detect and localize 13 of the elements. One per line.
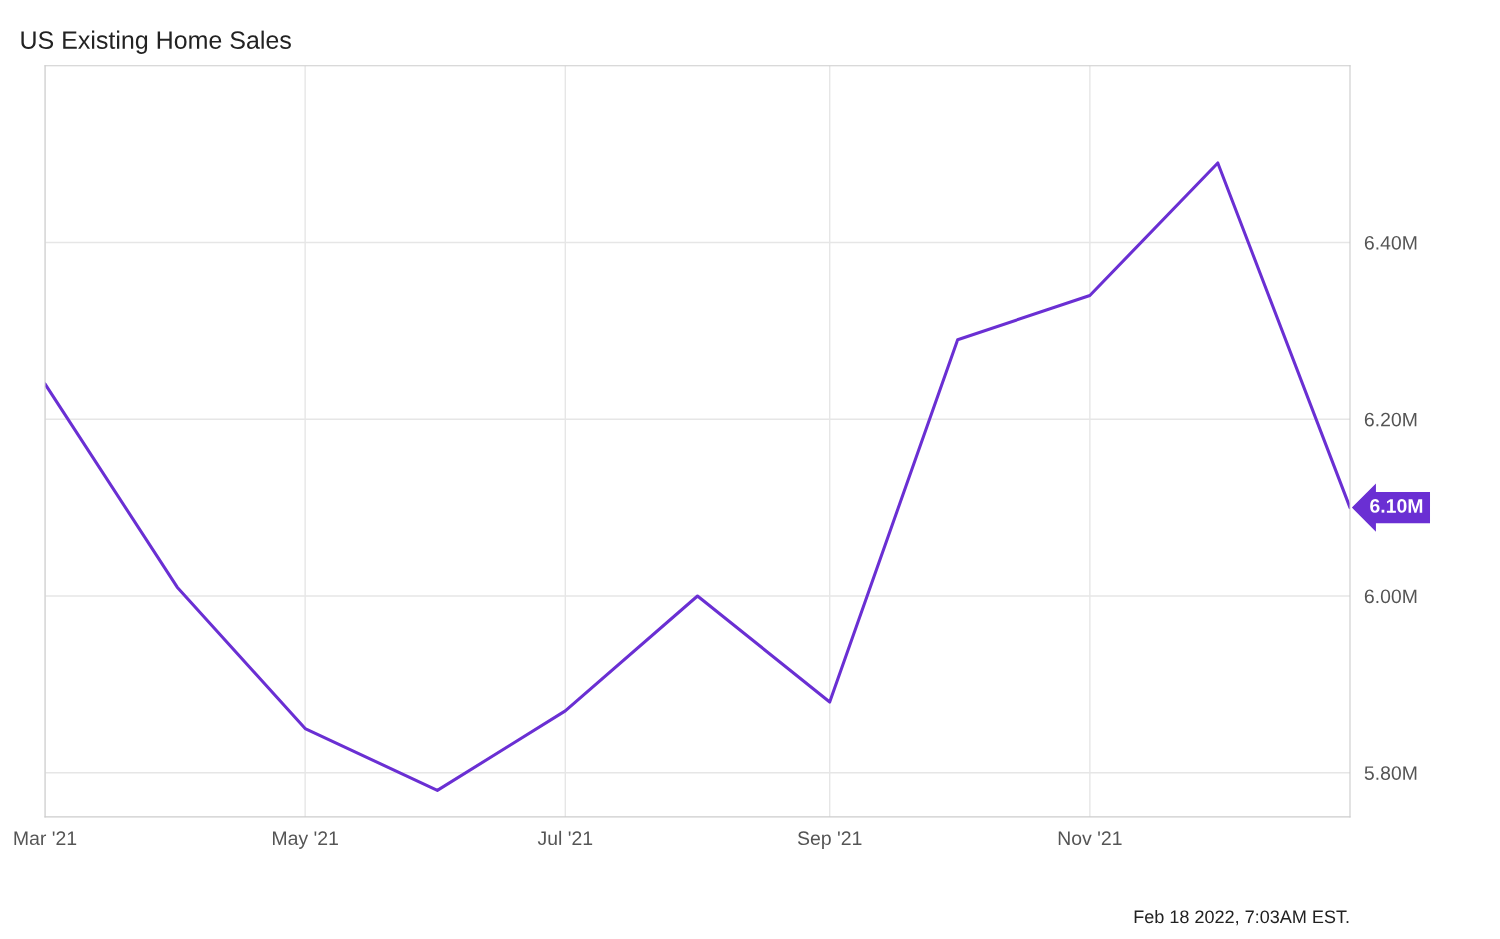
- y-tick-label: 6.20M: [1364, 412, 1417, 427]
- text: Feb 18 2022, 7:03AM EST.: [1134, 909, 1349, 926]
- line-series: [45, 161, 1350, 792]
- x-tick-label: Jul '21: [537, 830, 593, 846]
- x-tick-label: Mar '21: [14, 831, 77, 846]
- x-tick-label: Nov '21: [1058, 831, 1122, 846]
- chart-title: US Existing Home Sales: [21, 30, 291, 54]
- x-tick-label: Sep '21: [797, 831, 862, 849]
- y-tick-label: 5.80M: [1364, 766, 1417, 780]
- y-tick-label: 6.40M: [1364, 235, 1417, 250]
- x-tick-label: May '21: [273, 831, 338, 849]
- data-label: 6.10M: [1370, 499, 1423, 513]
- y-tick-label: 6.00M: [1364, 589, 1417, 604]
